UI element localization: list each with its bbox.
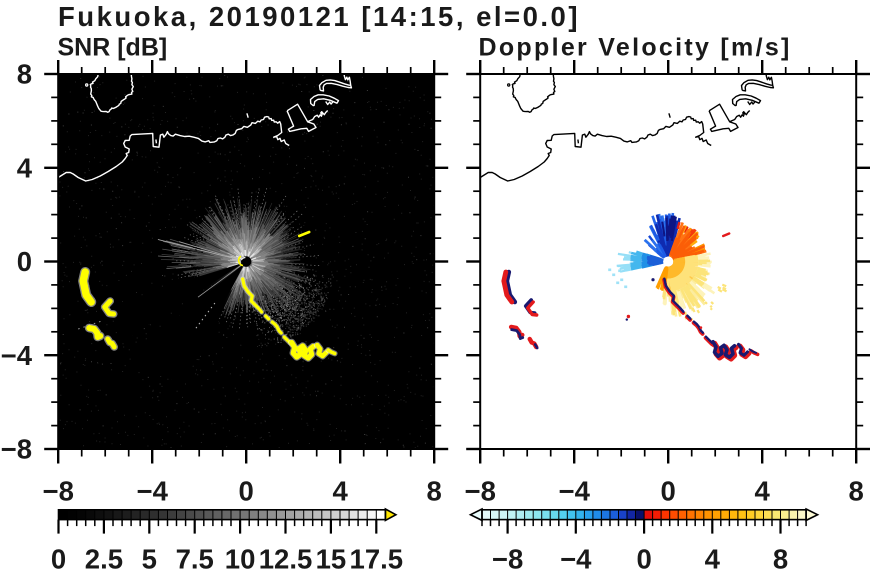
- svg-text:0: 0: [17, 246, 32, 277]
- svg-text:−4: −4: [560, 544, 592, 570]
- svg-text:5: 5: [142, 544, 157, 570]
- svg-text:−8: −8: [43, 476, 74, 507]
- svg-text:0: 0: [661, 476, 676, 507]
- svg-text:−4: −4: [559, 476, 591, 507]
- svg-text:−8: −8: [465, 476, 496, 507]
- svg-text:0: 0: [636, 544, 651, 570]
- svg-text:8: 8: [17, 59, 32, 90]
- svg-text:2.5: 2.5: [85, 544, 123, 570]
- svg-text:12.5: 12.5: [259, 544, 313, 570]
- svg-text:−4: −4: [137, 476, 169, 507]
- svg-text:0: 0: [51, 544, 66, 570]
- svg-text:8: 8: [773, 544, 788, 570]
- svg-text:8: 8: [427, 476, 442, 507]
- svg-text:4: 4: [17, 152, 33, 183]
- svg-text:SNR [dB]: SNR [dB]: [58, 34, 168, 62]
- svg-text:Fukuoka, 20190121 [14:15, el=0: Fukuoka, 20190121 [14:15, el=0.0]: [58, 1, 580, 32]
- svg-text:7.5: 7.5: [176, 544, 214, 570]
- svg-text:8: 8: [849, 476, 864, 507]
- svg-text:Doppler Velocity [m/s]: Doppler Velocity [m/s]: [479, 34, 792, 62]
- svg-text:4: 4: [705, 544, 721, 570]
- svg-text:−8: −8: [1, 434, 32, 465]
- svg-text:17.5: 17.5: [350, 544, 404, 570]
- svg-text:10: 10: [225, 544, 256, 570]
- svg-text:4: 4: [755, 476, 771, 507]
- svg-text:0: 0: [239, 476, 254, 507]
- svg-text:−4: −4: [1, 340, 33, 371]
- svg-text:4: 4: [333, 476, 349, 507]
- svg-text:15: 15: [316, 544, 347, 570]
- svg-text:−8: −8: [492, 544, 523, 570]
